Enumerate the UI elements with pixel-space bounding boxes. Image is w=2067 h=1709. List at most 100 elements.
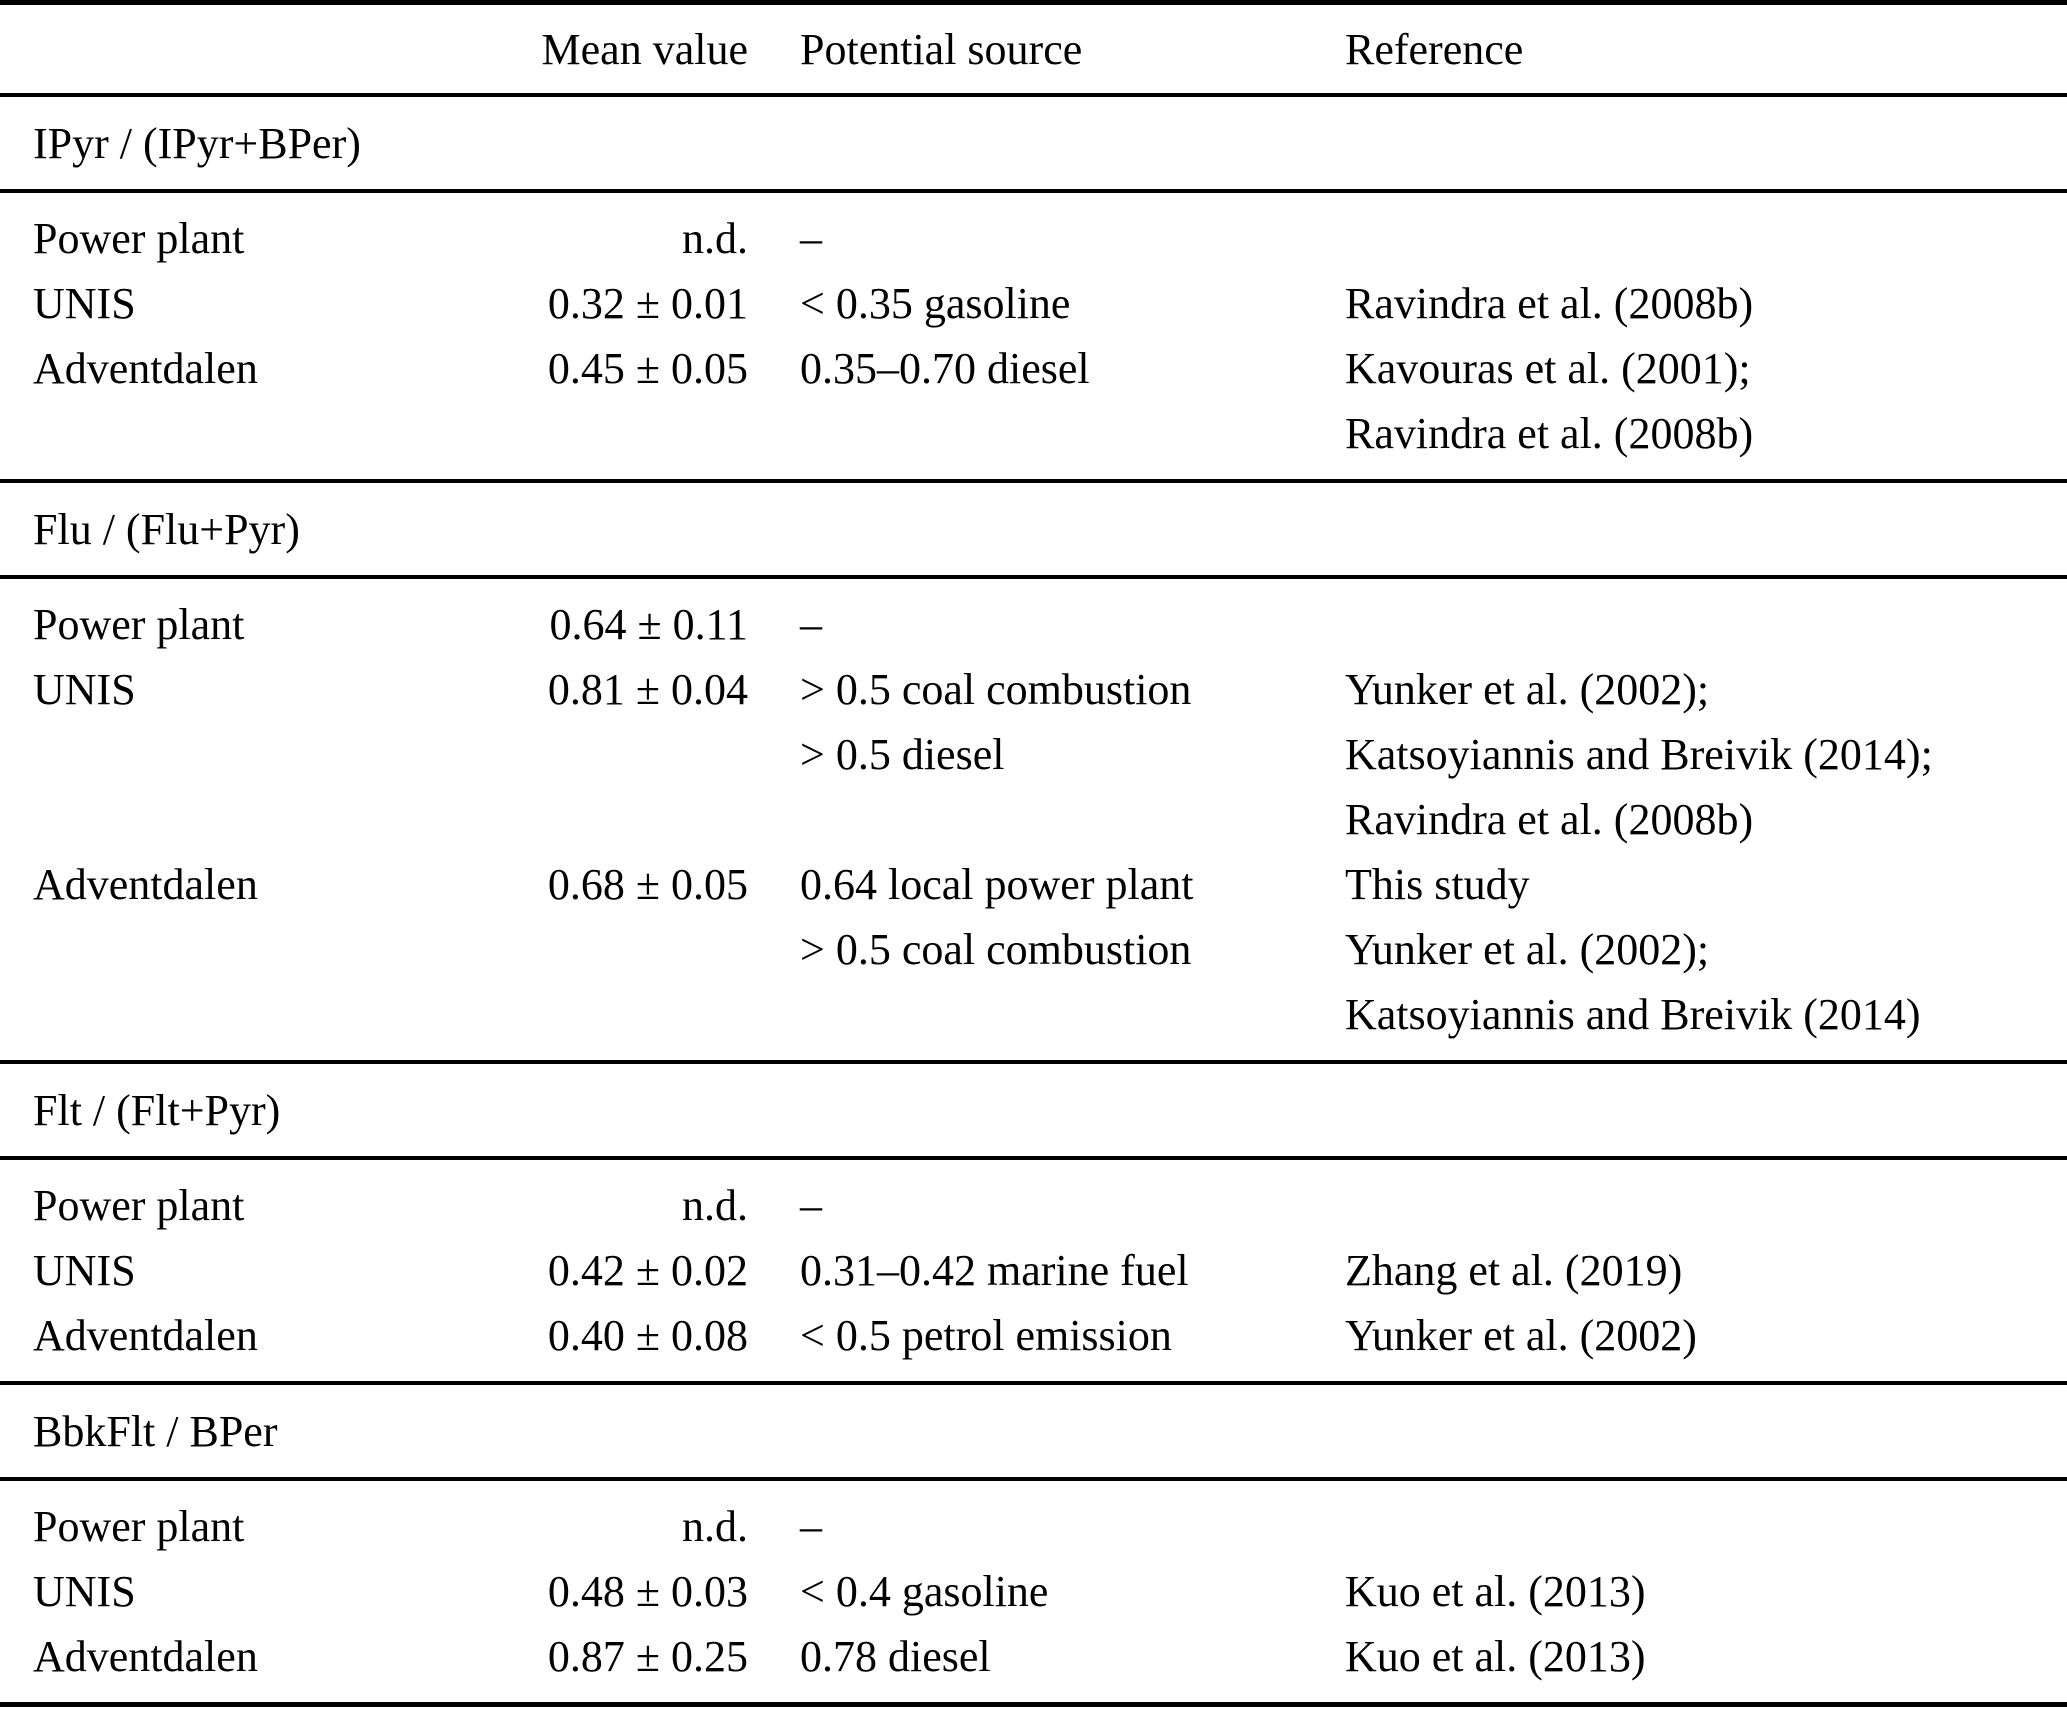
potential-source: 0.78 diesel: [748, 1624, 1345, 1689]
table-row: Adventdalen 0.45 ± 0.05 0.35–0.70 diesel…: [0, 336, 2067, 466]
row-label: UNIS: [33, 1567, 136, 1616]
reference-line: Zhang et al. (2019): [1345, 1246, 1683, 1295]
reference-line: Ravindra et al. (2008b): [1345, 279, 1754, 328]
reference-line: Katsoyiannis and Breivik (2014): [1345, 990, 1921, 1039]
potential-source: 0.64 local power plant > 0.5 coal combus…: [748, 852, 1345, 982]
table-header-row: Mean value Potential source Reference: [0, 5, 2067, 93]
reference-line: Kavouras et al. (2001);: [1345, 344, 1751, 393]
table-row: Adventdalen 0.87 ± 0.25 0.78 diesel Kuo …: [0, 1624, 2067, 1689]
row-label: Power plant: [33, 1502, 245, 1551]
reference: Kuo et al. (2013): [1345, 1624, 2035, 1689]
section-heading-label: IPyr / (IPyr+BPer): [33, 118, 361, 168]
potential-source: < 0.5 petrol emission: [748, 1303, 1345, 1368]
section-heading-flu: Flu / (Flu+Pyr): [0, 483, 2067, 575]
reference: Yunker et al. (2002); Katsoyiannis and B…: [1345, 657, 2035, 852]
source-line: –: [800, 214, 822, 263]
reference-line: Kuo et al. (2013): [1345, 1567, 1646, 1616]
source-line: 0.35–0.70 diesel: [800, 344, 1090, 393]
table-row: UNIS 0.32 ± 0.01 < 0.35 gasoline Ravindr…: [0, 271, 2067, 336]
section-divider-rule: [0, 1477, 2067, 1481]
potential-source: –: [748, 592, 1345, 657]
header-divider-rule: [0, 93, 2067, 97]
table-row: Power plant n.d. –: [0, 206, 2067, 271]
section-body-bbkflt: Power plant n.d. – UNIS 0.48 ± 0.03 < 0.…: [0, 1481, 2067, 1702]
col-header-reference: Reference: [1345, 24, 1524, 74]
reference: Kavouras et al. (2001); Ravindra et al. …: [1345, 336, 2035, 466]
section-divider-rule: [0, 1060, 2067, 1064]
row-label: Adventdalen: [33, 344, 258, 393]
section-heading-ipyr: IPyr / (IPyr+BPer): [0, 97, 2067, 189]
mean-value: 0.32 ± 0.01: [547, 279, 748, 328]
source-line: –: [800, 1502, 822, 1551]
mean-value: 0.68 ± 0.05: [547, 860, 748, 909]
potential-source: < 0.4 gasoline: [748, 1559, 1345, 1624]
section-divider-rule: [0, 1381, 2067, 1385]
source-line: 0.78 diesel: [800, 1632, 991, 1681]
section-divider-rule: [0, 575, 2067, 579]
potential-source: –: [748, 206, 1345, 271]
mean-value: 0.45 ± 0.05: [547, 344, 748, 393]
source-line: < 0.5 petrol emission: [800, 1311, 1172, 1360]
table-row: UNIS 0.48 ± 0.03 < 0.4 gasoline Kuo et a…: [0, 1559, 2067, 1624]
potential-source: –: [748, 1494, 1345, 1559]
source-line: > 0.5 diesel: [800, 730, 1005, 779]
potential-source: > 0.5 coal combustion > 0.5 diesel: [748, 657, 1345, 787]
section-divider-rule: [0, 479, 2067, 483]
row-label: UNIS: [33, 665, 136, 714]
reference: Zhang et al. (2019): [1345, 1238, 2035, 1303]
source-line: –: [800, 600, 822, 649]
potential-source: 0.35–0.70 diesel: [748, 336, 1345, 401]
table-row: Adventdalen 0.68 ± 0.05 0.64 local power…: [0, 852, 2067, 1047]
row-label: Power plant: [33, 600, 245, 649]
potential-source: –: [748, 1173, 1345, 1238]
section-heading-flt: Flt / (Flt+Pyr): [0, 1064, 2067, 1156]
section-heading-label: Flt / (Flt+Pyr): [33, 1085, 281, 1135]
reference-line: Katsoyiannis and Breivik (2014);: [1345, 730, 1933, 779]
mean-value: 0.87 ± 0.25: [547, 1632, 748, 1681]
row-label: UNIS: [33, 279, 136, 328]
table-top-rule: [0, 0, 2067, 5]
reference: [1345, 206, 2035, 207]
table-row: Power plant n.d. –: [0, 1494, 2067, 1559]
mean-value: 0.64 ± 0.11: [549, 600, 748, 649]
table-row: Power plant n.d. –: [0, 1173, 2067, 1238]
col-header-mean-value: Mean value: [541, 24, 748, 74]
reference-line: Yunker et al. (2002): [1345, 1311, 1697, 1360]
mean-value: 0.81 ± 0.04: [547, 665, 748, 714]
reference: [1345, 592, 2035, 593]
mean-value: n.d.: [682, 1181, 748, 1230]
source-line: > 0.5 coal combustion: [800, 925, 1192, 974]
reference-line: This study: [1345, 860, 1530, 909]
reference-line: Ravindra et al. (2008b): [1345, 409, 1754, 458]
section-divider-rule: [0, 189, 2067, 193]
table-row: Adventdalen 0.40 ± 0.08 < 0.5 petrol emi…: [0, 1303, 2067, 1368]
row-label: Power plant: [33, 214, 245, 263]
row-label: Adventdalen: [33, 1632, 258, 1681]
potential-source: 0.31–0.42 marine fuel: [748, 1238, 1345, 1303]
row-label: Adventdalen: [33, 860, 258, 909]
section-heading-label: BbkFlt / BPer: [33, 1406, 278, 1456]
reference: Kuo et al. (2013): [1345, 1559, 2035, 1624]
source-line: 0.64 local power plant: [800, 860, 1194, 909]
section-heading-bbkflt: BbkFlt / BPer: [0, 1385, 2067, 1477]
section-body-flt: Power plant n.d. – UNIS 0.42 ± 0.02 0.31…: [0, 1160, 2067, 1381]
potential-source: < 0.35 gasoline: [748, 271, 1345, 336]
mean-value: 0.48 ± 0.03: [547, 1567, 748, 1616]
table-row: UNIS 0.42 ± 0.02 0.31–0.42 marine fuel Z…: [0, 1238, 2067, 1303]
mean-value: 0.42 ± 0.02: [547, 1246, 748, 1295]
section-divider-rule: [0, 1156, 2067, 1160]
source-line: 0.31–0.42 marine fuel: [800, 1246, 1189, 1295]
row-label: UNIS: [33, 1246, 136, 1295]
row-label: Adventdalen: [33, 1311, 258, 1360]
row-label: Power plant: [33, 1181, 245, 1230]
source-line: < 0.35 gasoline: [800, 279, 1071, 328]
reference: [1345, 1173, 2035, 1174]
reference-line: Ravindra et al. (2008b): [1345, 795, 1754, 844]
col-header-potential-source: Potential source: [800, 24, 1083, 74]
mean-value: 0.40 ± 0.08: [547, 1311, 748, 1360]
source-line: > 0.5 coal combustion: [800, 665, 1192, 714]
mean-value: n.d.: [682, 1502, 748, 1551]
reference: [1345, 1494, 2035, 1495]
reference: This study Yunker et al. (2002); Katsoyi…: [1345, 852, 2035, 1047]
